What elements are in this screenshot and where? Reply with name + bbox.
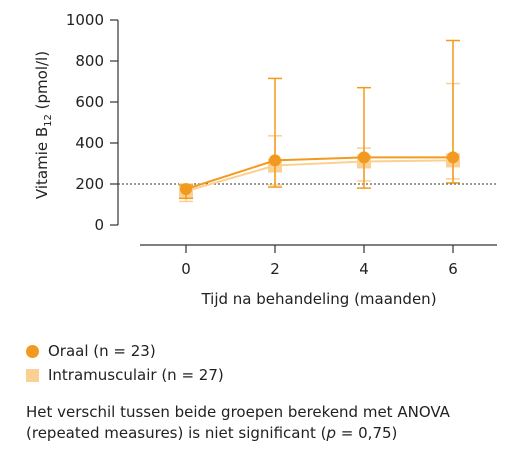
data-point-circle (180, 183, 192, 196)
x-tick-label: 0 (181, 260, 191, 278)
legend-item-oraal: Oraal (n = 23) (26, 340, 224, 362)
y-axis-label: Vitamie B12 (pmol/l) (33, 51, 54, 199)
y-ticks: 0 200 400 600 800 1000 (66, 11, 118, 234)
series-layer (179, 39, 460, 203)
x-axis-label: Tijd na behandeling (maanden) (200, 290, 436, 308)
y-tick-label: 0 (94, 216, 104, 234)
legend-marker-circle (26, 344, 39, 358)
legend: Oraal (n = 23) Intramusculair (n = 27) (26, 340, 224, 388)
data-point-circle (447, 151, 459, 164)
legend-marker-square (26, 368, 39, 382)
footnote-line-1: Het verschil tussen beide groepen bereke… (26, 403, 450, 421)
data-point-circle (269, 154, 281, 167)
footnote: Het verschil tussen beide groepen bereke… (26, 402, 506, 444)
y-tick-label: 200 (75, 175, 104, 193)
series-line (185, 159, 454, 193)
legend-label-intramusculair: Intramusculair (n = 27) (48, 366, 224, 384)
y-tick-label: 800 (75, 52, 104, 70)
chart: 0 200 400 600 800 1000 0 2 4 6 Vitamie B12 (pmol… (33, 11, 497, 308)
legend-label-oraal: Oraal (n = 23) (48, 342, 156, 360)
series-oraal (179, 39, 460, 200)
footnote-line-2: (repeated measures) is niet significant … (26, 424, 398, 442)
data-point-circle (358, 151, 370, 164)
x-tick-label: 4 (359, 260, 369, 278)
x-ticks: 0 2 4 6 (181, 245, 458, 278)
x-tick-label: 6 (448, 260, 458, 278)
x-tick-label: 2 (270, 260, 280, 278)
series-line (185, 156, 453, 191)
y-tick-label: 400 (75, 134, 104, 152)
y-tick-label: 1000 (66, 11, 104, 29)
legend-item-intramusculair: Intramusculair (n = 27) (26, 364, 224, 386)
y-tick-label: 600 (75, 93, 104, 111)
